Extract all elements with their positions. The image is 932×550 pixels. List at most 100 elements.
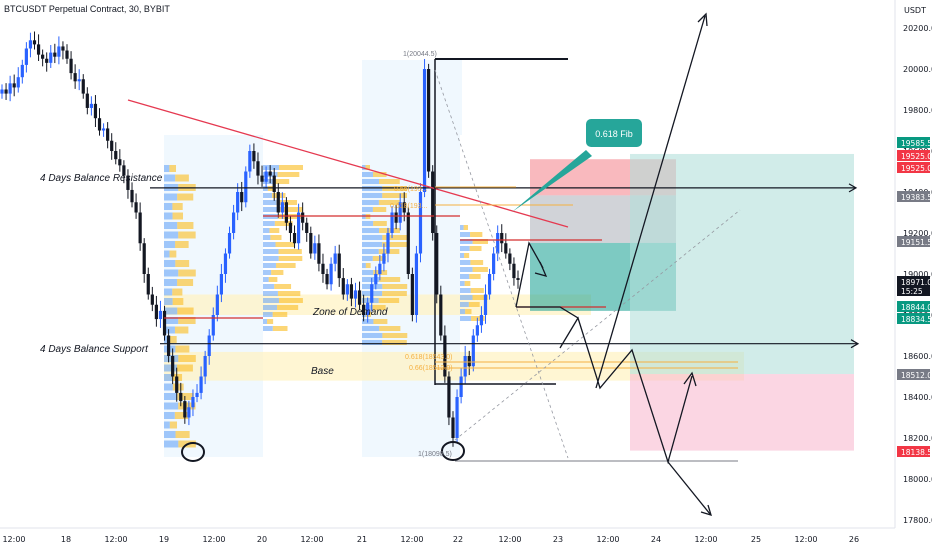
candle-body: [313, 243, 317, 254]
candle-body: [390, 212, 394, 233]
volume-profile-bar: [382, 242, 407, 247]
time-tick-label: 12:00: [596, 535, 619, 544]
volume-profile-bar: [460, 267, 473, 272]
candle-body: [199, 376, 203, 393]
time-tick-label: 19: [159, 535, 169, 544]
fib-level-label: 1(20044.5): [403, 51, 437, 58]
candle-body: [406, 212, 410, 274]
volume-profile-bar: [164, 431, 176, 438]
volume-profile-bar: [263, 305, 278, 310]
time-tick-label: 23: [553, 535, 563, 544]
candle-body: [467, 356, 471, 367]
price-badge-label: 19525.0: [901, 152, 932, 161]
candle-body: [231, 212, 236, 233]
time-tick-label: 12:00: [794, 535, 817, 544]
volume-profile-bar: [362, 200, 379, 205]
volume-profile-bar: [164, 364, 178, 372]
price-badge: [897, 301, 930, 312]
candle-body: [471, 335, 475, 367]
volume-profile-bar: [164, 279, 178, 286]
candle-body: [61, 46, 65, 51]
callout-pointer: [512, 150, 592, 212]
volume-profile-bar: [464, 253, 470, 258]
candle-body: [264, 171, 268, 182]
candle-body: [402, 202, 406, 213]
candle-body: [398, 202, 402, 223]
low-circle-marker: [181, 442, 205, 462]
volume-profile-bar: [272, 326, 288, 331]
volume-profile-bar: [469, 246, 482, 251]
long-target-box: [630, 153, 854, 375]
volume-profile-bar: [277, 172, 300, 177]
candle-body: [248, 151, 252, 172]
volume-profile-bar: [460, 260, 471, 265]
fib-diagonal-line: [454, 209, 741, 441]
candle-body: [240, 192, 244, 203]
volume-profile-bar: [263, 193, 272, 198]
price-badge-label: 19585.5: [901, 139, 932, 148]
candle-body: [500, 233, 504, 244]
low-circle-marker: [441, 441, 465, 461]
volume-profile-bar: [177, 279, 194, 286]
volume-profile-bar: [470, 260, 484, 265]
volume-profile-bar: [382, 340, 407, 345]
volume-profile-bar: [172, 203, 183, 210]
time-tick-label: 12:00: [202, 535, 225, 544]
volume-profile-bar: [263, 263, 277, 268]
volume-profile-bar: [372, 207, 387, 212]
candle-body: [301, 212, 305, 223]
volume-profile-bar: [263, 207, 279, 212]
candle-body: [89, 103, 93, 108]
volume-profile-bar: [263, 284, 275, 289]
candle-body: [284, 202, 289, 223]
candle-body: [435, 233, 439, 295]
time-tick-label: 25: [751, 535, 761, 544]
volume-profile-bar: [373, 319, 388, 324]
volume-profile-bar: [175, 260, 190, 267]
volume-profile-bar: [469, 274, 481, 279]
candle-body: [268, 171, 272, 176]
candle-body: [256, 161, 260, 176]
volume-profile-bar: [164, 193, 178, 201]
volume-profile-bar: [263, 326, 273, 331]
price-badge: [897, 150, 930, 161]
volume-profile-bar: [362, 235, 383, 240]
volume-profile-bar: [362, 326, 380, 331]
projection-arrow-icon: [697, 12, 708, 27]
volume-profile-bar: [278, 249, 302, 254]
zone-of-demand-label: Zone of Demand: [312, 307, 388, 318]
candle-body: [207, 335, 211, 356]
volume-profile-bar: [164, 412, 175, 419]
volume-profile-bar: [164, 174, 176, 182]
resistance-arrow-icon: [848, 183, 858, 193]
volume-profile-bar: [263, 242, 276, 247]
volume-profile-bar: [460, 274, 470, 279]
volume-profile-bar: [169, 165, 176, 172]
volume-profile-bar: [164, 288, 173, 296]
volume-profile-bar: [177, 393, 194, 400]
volume-profile-bar: [372, 305, 386, 310]
volume-profile-bar: [378, 179, 400, 184]
candle-body: [370, 284, 374, 303]
volume-profile-bar: [175, 431, 190, 438]
price-badge: [897, 369, 930, 380]
candle-body: [4, 89, 8, 94]
time-tick-label: 12:00: [498, 535, 521, 544]
volume-profile-bar: [472, 267, 488, 272]
candle-body: [32, 40, 37, 45]
volume-profile-bar: [472, 239, 488, 244]
time-tick-label: 12:00: [2, 535, 25, 544]
candle-body: [496, 233, 500, 254]
candle-body: [166, 335, 171, 356]
volume-profile-bar: [178, 355, 196, 362]
volume-profile-bar: [263, 312, 273, 317]
volume-profile-bar: [373, 172, 387, 177]
candle-body: [516, 278, 520, 280]
candle-body: [45, 58, 49, 63]
volume-profile-bar: [362, 277, 380, 282]
candle-body: [223, 253, 228, 274]
volume-profile-bar: [365, 263, 371, 268]
price-tick-label: 17800.0: [903, 516, 932, 525]
volume-profile-bar: [460, 253, 465, 258]
